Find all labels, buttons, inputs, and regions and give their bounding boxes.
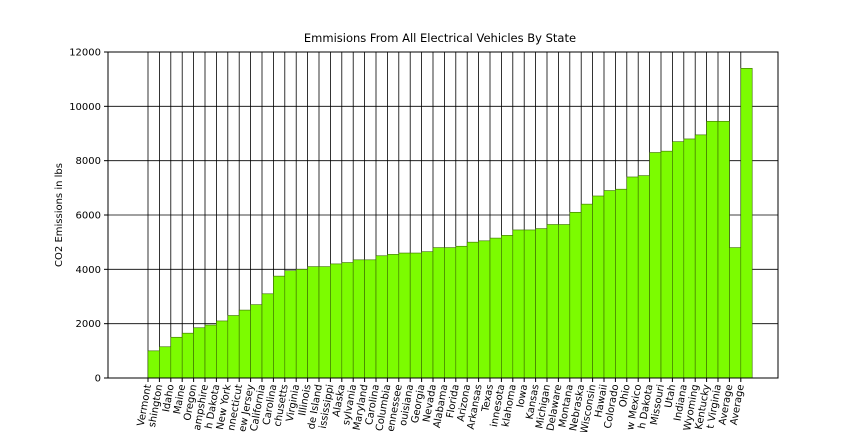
bar [683,138,696,379]
bar [512,229,525,379]
bar [729,247,742,379]
bar [375,255,388,379]
bar [284,270,297,379]
bar [535,228,548,379]
x-tick-label: Illinois [297,384,313,417]
bar [717,120,730,379]
x-tick-label: Idaho [161,384,177,413]
bar [307,266,320,379]
bar [147,350,160,379]
bar [216,320,229,379]
bar [501,235,514,379]
bar [398,252,411,379]
bar [694,134,707,379]
bar [181,332,194,379]
bar [159,346,172,379]
bar [227,315,240,379]
bar [649,152,662,379]
bar [740,68,753,379]
plot-frame [107,51,779,379]
bar [546,224,559,379]
bar [478,240,491,379]
bar [295,269,308,379]
bar [660,150,673,379]
bar [261,293,274,379]
bar [432,247,445,379]
bar [637,175,650,379]
bar [318,266,331,379]
bar [558,224,571,379]
bar [352,259,365,379]
bar [455,245,468,379]
bar [341,262,354,379]
y-tick-label: 2000 [76,319,101,330]
bar [409,252,422,379]
bar [706,120,719,379]
chart-title: Emmisions From All Electrical Vehicles B… [304,31,576,45]
y-tick-label: 8000 [76,156,101,167]
x-tick-label: Iowa [515,384,530,409]
bar [580,203,593,379]
bar [421,251,434,379]
bar [592,195,605,379]
y-tick-label: 4000 [76,265,101,276]
bar [387,254,400,379]
bar [615,188,628,379]
bar [626,176,639,379]
bar [250,304,263,379]
bar [444,247,457,379]
bar [330,263,343,379]
y-tick-label: 10000 [69,102,101,113]
x-tick-label: Texas [480,384,496,414]
bar [238,309,251,379]
bar [489,237,502,379]
bar [193,327,206,379]
bar [569,211,582,379]
x-tick-label: Maine [172,384,188,415]
bar [273,275,286,379]
y-tick-label: 6000 [76,211,101,222]
bar [603,190,616,379]
bar [672,141,685,379]
y-tick-label: 12000 [69,48,101,59]
bar [523,229,536,379]
bar [170,336,183,379]
bar [466,241,479,379]
y-tick-label: 0 [95,374,101,385]
y-axis-label: CO2 Emissions in lbs [54,163,65,267]
bar [204,324,217,379]
x-tick-label: Utah [663,384,678,409]
bar [364,259,377,379]
x-tick-label: Ohio [618,384,633,409]
